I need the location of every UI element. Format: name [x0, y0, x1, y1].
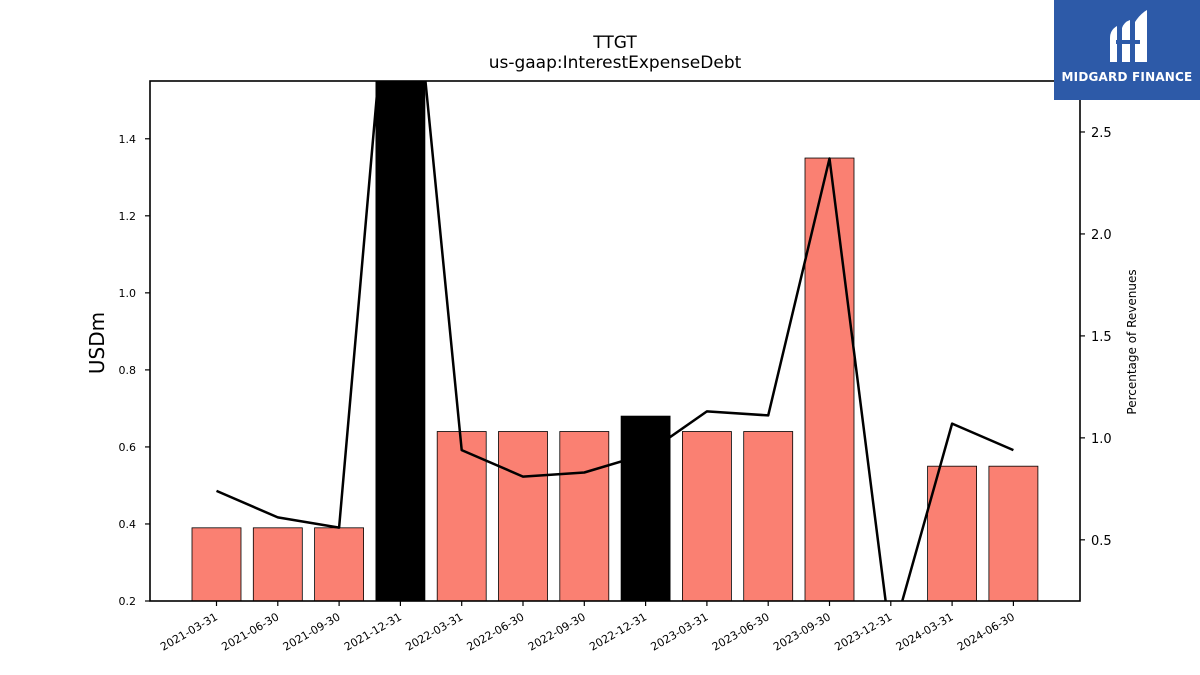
x-tick-label: 2023-09-30	[771, 610, 833, 653]
y-tick-label: 1.0	[119, 287, 137, 300]
x-tick-label: 2022-09-30	[526, 610, 588, 653]
y2-tick-label: 2.0	[1091, 228, 1112, 243]
bar-2023-06-30	[743, 431, 794, 601]
x-tick-label: 2024-03-31	[894, 610, 956, 653]
bar-2023-09-30	[804, 157, 855, 601]
x-tick-label: 2022-06-30	[465, 610, 527, 653]
brand-logo: MIDGARD FINANCE	[1054, 0, 1200, 100]
y2-tick-label: 0.5	[1091, 534, 1112, 549]
bar-2021-03-31	[191, 527, 242, 601]
bar-2022-12-31	[620, 415, 671, 601]
x-tick-label: 2023-06-30	[710, 610, 772, 653]
line-series-percentage-of-revenues	[216, 81, 1014, 601]
chart-title: TTGT	[592, 33, 637, 53]
midgard-logo-icon	[1110, 10, 1147, 62]
bar-2021-09-30	[314, 527, 365, 601]
bar-2023-03-31	[682, 431, 732, 601]
bar-2022-03-31	[436, 431, 487, 601]
plot-frame	[149, 80, 1081, 602]
y2-tick-label: 1.5	[1091, 330, 1112, 345]
x-tick-label: 2022-12-31	[587, 610, 649, 653]
bar-2024-06-30	[988, 465, 1039, 601]
x-tick-label: 2021-03-31	[158, 610, 220, 653]
x-tick-label: 2021-12-31	[342, 610, 404, 653]
bar-2024-03-31	[927, 465, 977, 601]
y2-tick-label: 1.0	[1091, 432, 1112, 447]
bar-2022-06-30	[498, 431, 548, 601]
y-tick-label: 0.2	[119, 595, 137, 608]
x-tick-label: 2023-12-31	[832, 610, 894, 653]
y-tick-label: 0.8	[119, 364, 137, 377]
chart-subtitle: us-gaap:InterestExpenseDebt	[489, 53, 742, 73]
y-tick-label: 0.4	[119, 518, 137, 531]
y2-tick-label: 2.5	[1091, 126, 1112, 141]
bar-2021-06-30	[252, 527, 303, 601]
y-tick-label: 1.2	[119, 210, 137, 223]
brand-name: MIDGARD FINANCE	[1061, 70, 1193, 84]
y-tick-label: 1.4	[119, 133, 137, 146]
y-axis-label: USDm	[85, 312, 109, 374]
bar-2021-12-31	[375, 81, 426, 601]
x-tick-label: 2022-03-31	[403, 610, 465, 653]
y2-axis-label: Percentage of Revenues	[1125, 269, 1139, 414]
x-tick-label: 2021-06-30	[219, 610, 281, 653]
x-tick-label: 2024-06-30	[955, 610, 1017, 653]
y-tick-label: 0.6	[119, 441, 137, 454]
x-tick-label: 2021-09-30	[281, 610, 343, 653]
x-tick-label: 2023-03-31	[649, 610, 711, 653]
bar-2022-09-30	[559, 431, 610, 601]
